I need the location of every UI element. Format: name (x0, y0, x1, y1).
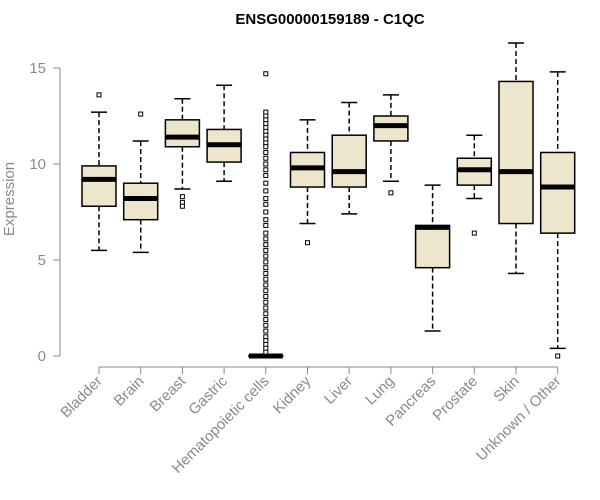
outlier-point (555, 353, 561, 359)
plot-area (81, 42, 576, 359)
x-tick-label: Prostate (430, 373, 482, 425)
outlier-point (263, 201, 269, 207)
box-group (414, 184, 451, 332)
outlier-point (263, 149, 269, 155)
outlier-point (263, 305, 269, 311)
x-tick-label: Breast (147, 372, 190, 415)
box (414, 224, 451, 269)
outlier-point (388, 190, 394, 196)
outlier-point (263, 317, 269, 323)
box (122, 182, 159, 221)
box-group (206, 84, 242, 183)
outlier-point (138, 111, 144, 117)
outlier-point (263, 180, 269, 186)
outlier-point (179, 203, 185, 209)
x-tick-label: Kidney (270, 372, 315, 417)
box-group (248, 71, 284, 359)
outlier-point (263, 299, 269, 305)
outlier-point (96, 92, 102, 98)
outlier-point (263, 71, 269, 77)
y-axis-label: Expression (1, 162, 18, 236)
outlier-point (263, 217, 269, 223)
outlier-point (263, 253, 269, 259)
box-group (498, 42, 534, 275)
outlier-point (263, 311, 269, 317)
outlier-point (263, 155, 269, 161)
box (164, 119, 201, 148)
box (373, 115, 409, 142)
outlier-point (263, 242, 269, 248)
x-tick-label: Bladder (57, 373, 106, 422)
outlier-point (471, 230, 477, 236)
outlier-point (263, 328, 269, 334)
outlier-point (263, 265, 269, 271)
outlier-point (263, 209, 269, 215)
box (539, 151, 576, 234)
x-tick-label: Liver (321, 373, 356, 408)
y-tick-label: 0 (38, 348, 46, 365)
outlier-point (179, 194, 185, 200)
outlier-point (263, 196, 269, 202)
box-group (164, 97, 201, 209)
outlier-point (263, 230, 269, 236)
outlier-point (263, 222, 269, 228)
outlier-point (263, 282, 269, 288)
outlier-point (263, 322, 269, 328)
box-group (331, 101, 367, 215)
outlier-point (263, 173, 269, 179)
box (331, 134, 367, 188)
y-tick-label: 5 (38, 252, 46, 269)
box-group (122, 111, 159, 254)
box (498, 80, 534, 225)
outlier-point (263, 259, 269, 265)
outlier-point (263, 276, 269, 282)
outlier-point (263, 167, 269, 173)
outlier-point (263, 270, 269, 276)
box-group (289, 119, 326, 246)
outlier-point (263, 188, 269, 194)
box-group (456, 134, 493, 236)
x-tick-label: Lung (362, 373, 398, 409)
box-group (539, 71, 576, 359)
y-tick-label: 15 (29, 60, 46, 77)
outlier-point (263, 161, 269, 167)
chart-title: ENSG00000159189 - C1QC (235, 11, 424, 28)
outlier-point (263, 144, 269, 150)
box-group (373, 94, 409, 196)
box (81, 165, 117, 207)
outlier-point (305, 240, 310, 246)
outlier-point (263, 349, 269, 355)
y-tick-label: 10 (29, 156, 46, 173)
outlier-point (263, 293, 269, 299)
outlier-point (263, 247, 269, 253)
outlier-point (263, 288, 269, 294)
x-tick-label: Brain (111, 373, 148, 410)
x-tick-label: Skin (490, 373, 523, 406)
outlier-point (263, 236, 269, 242)
box-group (81, 92, 117, 252)
